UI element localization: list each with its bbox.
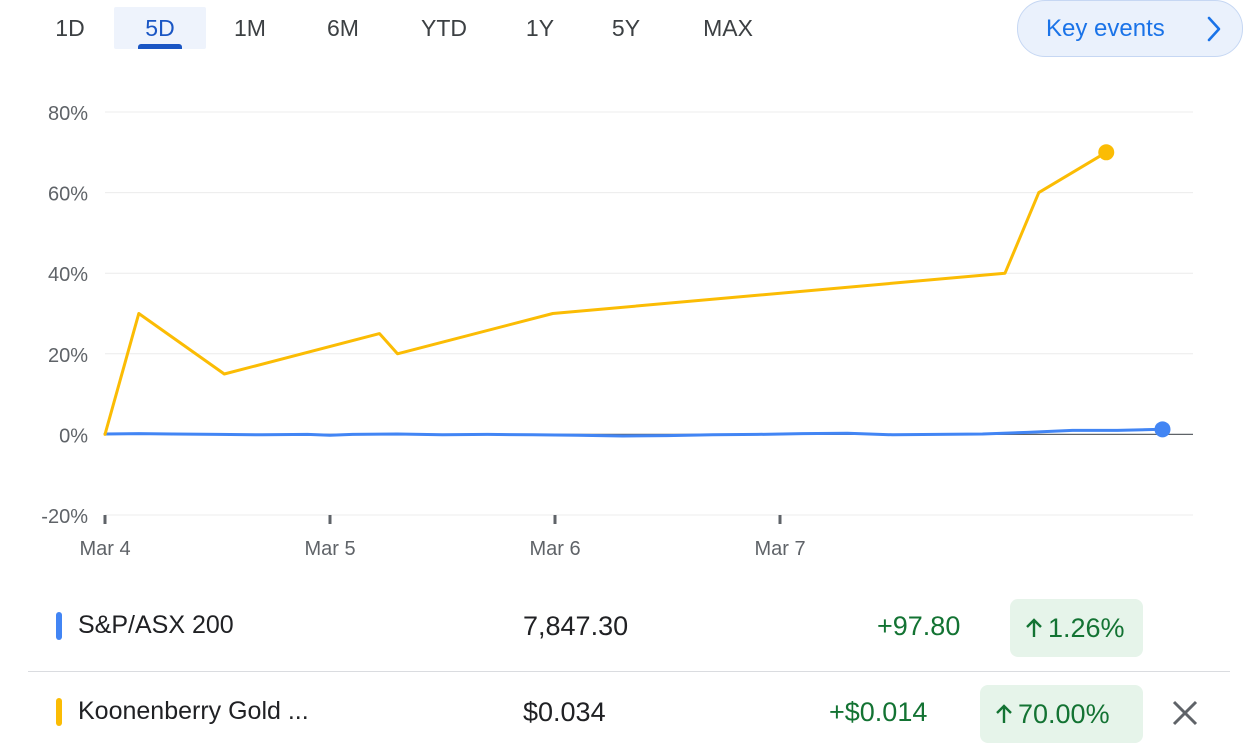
tab-1d[interactable]: 1D [40,7,100,49]
row-price: 7,847.30 [523,611,629,641]
tab-label: 5Y [611,14,641,41]
tab-label: YTD [421,14,467,41]
range-tabs: 1D 5D 1M 6M YTD 1Y 5Y MAX [0,0,800,56]
x-tick-label: Mar 4 [79,538,130,560]
chevron-right-icon [1207,16,1221,42]
row-change: +97.80 [877,611,961,641]
arrow-up-icon [996,704,1012,723]
x-tick-label: Mar 5 [304,538,355,560]
y-tick-label: 40% [48,264,88,286]
tab-5y[interactable]: 5Y [598,7,654,49]
tab-6m[interactable]: 6M [312,7,374,49]
arrow-up-icon [1026,618,1042,637]
x-tick-label: Mar 7 [754,538,805,560]
key-events-button[interactable]: Key events [1017,0,1243,57]
series-color-bar [56,698,62,726]
percent-value: 1.26% [1048,612,1125,643]
percent-value: 70.00% [1018,698,1110,729]
key-events-label: Key events [1046,14,1165,42]
row-price: $0.034 [523,697,606,727]
tab-label: 1Y [525,14,555,41]
row-name: Koonenberry Gold ... [78,697,309,725]
percent-badge: 70.00% [980,685,1143,743]
y-tick-label: 20% [48,345,88,367]
series-color-bar [56,612,62,640]
series-endpoint-1 [1098,144,1115,161]
series-line-0 [103,427,1164,438]
tab-label: 5D [145,14,175,41]
tab-label: 1D [55,14,85,41]
y-tick-label: 60% [48,184,88,206]
tab-label: MAX [703,14,753,41]
price-chart: -20% 0% 20% 40% 60% 80% Mar 4 Mar 5 Mar 6 Mar 7 [41,103,1193,560]
y-tick-label: -20% [41,506,88,528]
y-tick-label: 80% [48,103,88,125]
row-name: S&P/ASX 200 [78,611,234,639]
comparison-row[interactable]: S&P/ASX 200 7,847.30 +97.80 1.26% [28,586,1230,666]
x-tick-label: Mar 6 [529,538,580,560]
active-tab-indicator [138,44,182,49]
series-endpoint-0 [1154,421,1171,438]
row-change: +$0.014 [829,697,928,727]
tab-label: 1M [234,14,266,41]
comparison-row[interactable]: Koonenberry Gold ... $0.034 +$0.014 70.0… [28,671,1230,752]
tab-5d[interactable]: 5D [114,7,206,49]
tab-max[interactable]: MAX [688,7,768,49]
series-line-1 [103,150,1108,436]
percent-badge: 1.26% [1010,599,1143,657]
tab-label: 6M [327,14,359,41]
close-icon[interactable] [1170,698,1200,728]
y-tick-label: 0% [59,425,88,447]
tab-1y[interactable]: 1Y [512,7,568,49]
tab-1m[interactable]: 1M [220,7,280,49]
tab-ytd[interactable]: YTD [410,7,478,49]
